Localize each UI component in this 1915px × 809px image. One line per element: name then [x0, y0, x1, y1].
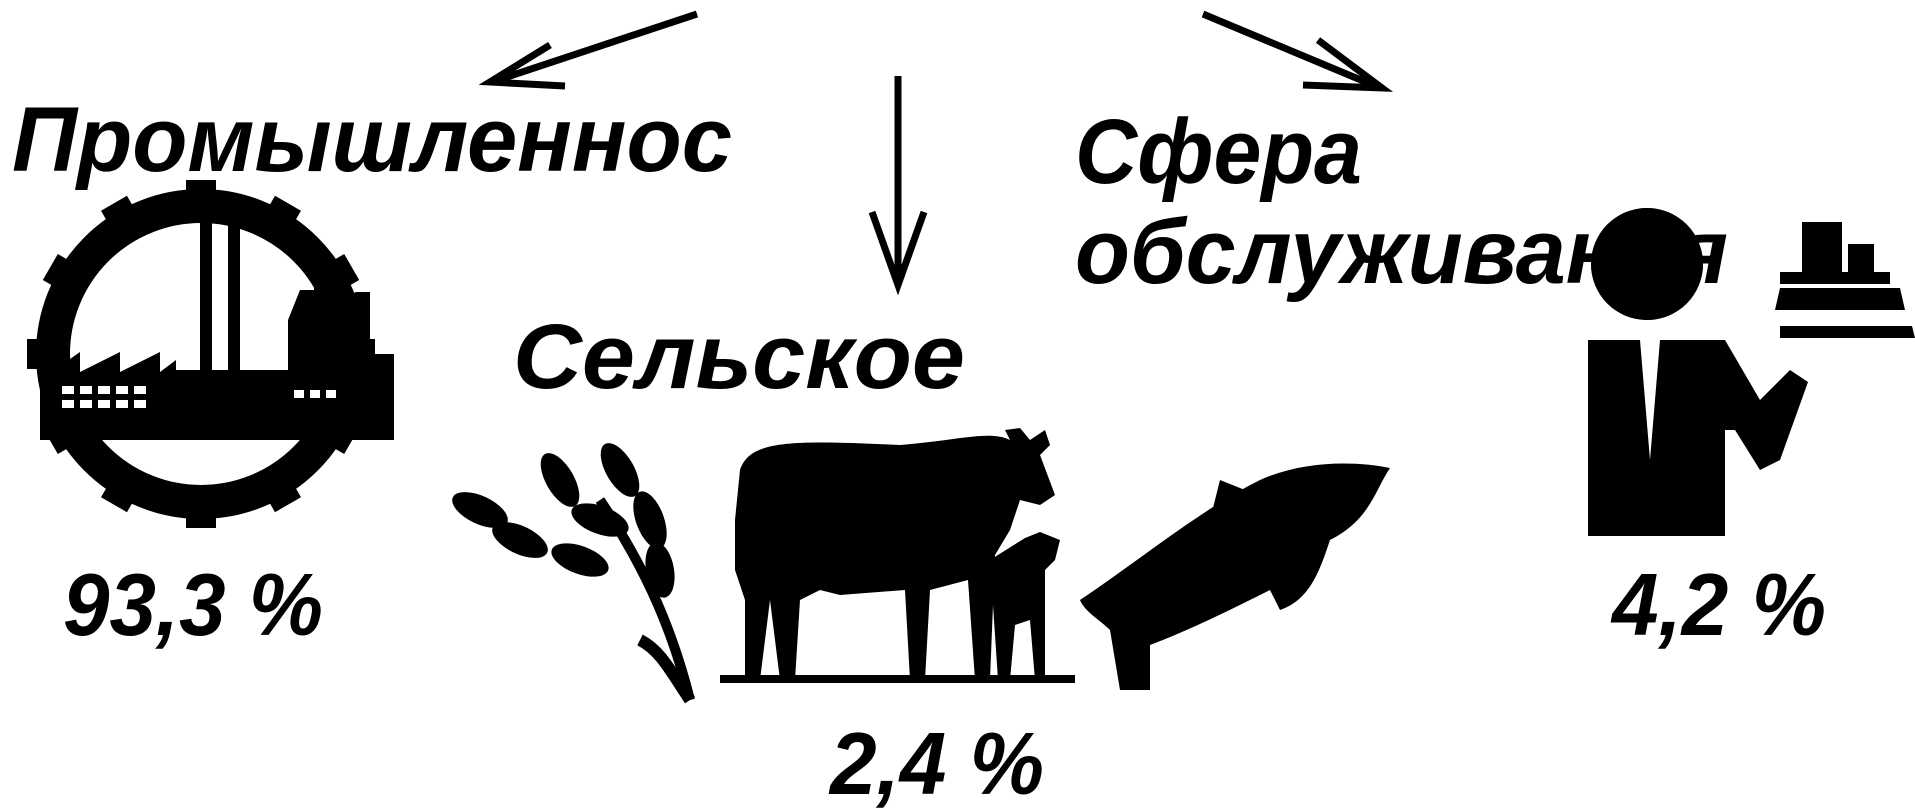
wheat-icon	[447, 437, 690, 700]
diagram: Промышленнос Сельское Сфера обслуживания…	[0, 0, 1915, 809]
sector-label: Сфера	[1075, 101, 1362, 203]
agriculture-icons	[447, 428, 1390, 700]
fish-icon	[1080, 464, 1390, 690]
arrow-head	[490, 45, 565, 86]
waiter-head	[1591, 208, 1703, 320]
sector-share: 93,3 %	[63, 555, 323, 654]
arrow-left	[492, 14, 697, 82]
cow-icon	[720, 428, 1075, 683]
sector-share: 2,4 %	[828, 714, 1044, 809]
sector-share: 4,2 %	[1610, 555, 1826, 654]
industry-icon	[27, 180, 394, 528]
sector-label: Сельское	[513, 306, 965, 408]
sector-label: Промышленнос	[12, 89, 732, 191]
arrow-right	[1203, 14, 1380, 88]
